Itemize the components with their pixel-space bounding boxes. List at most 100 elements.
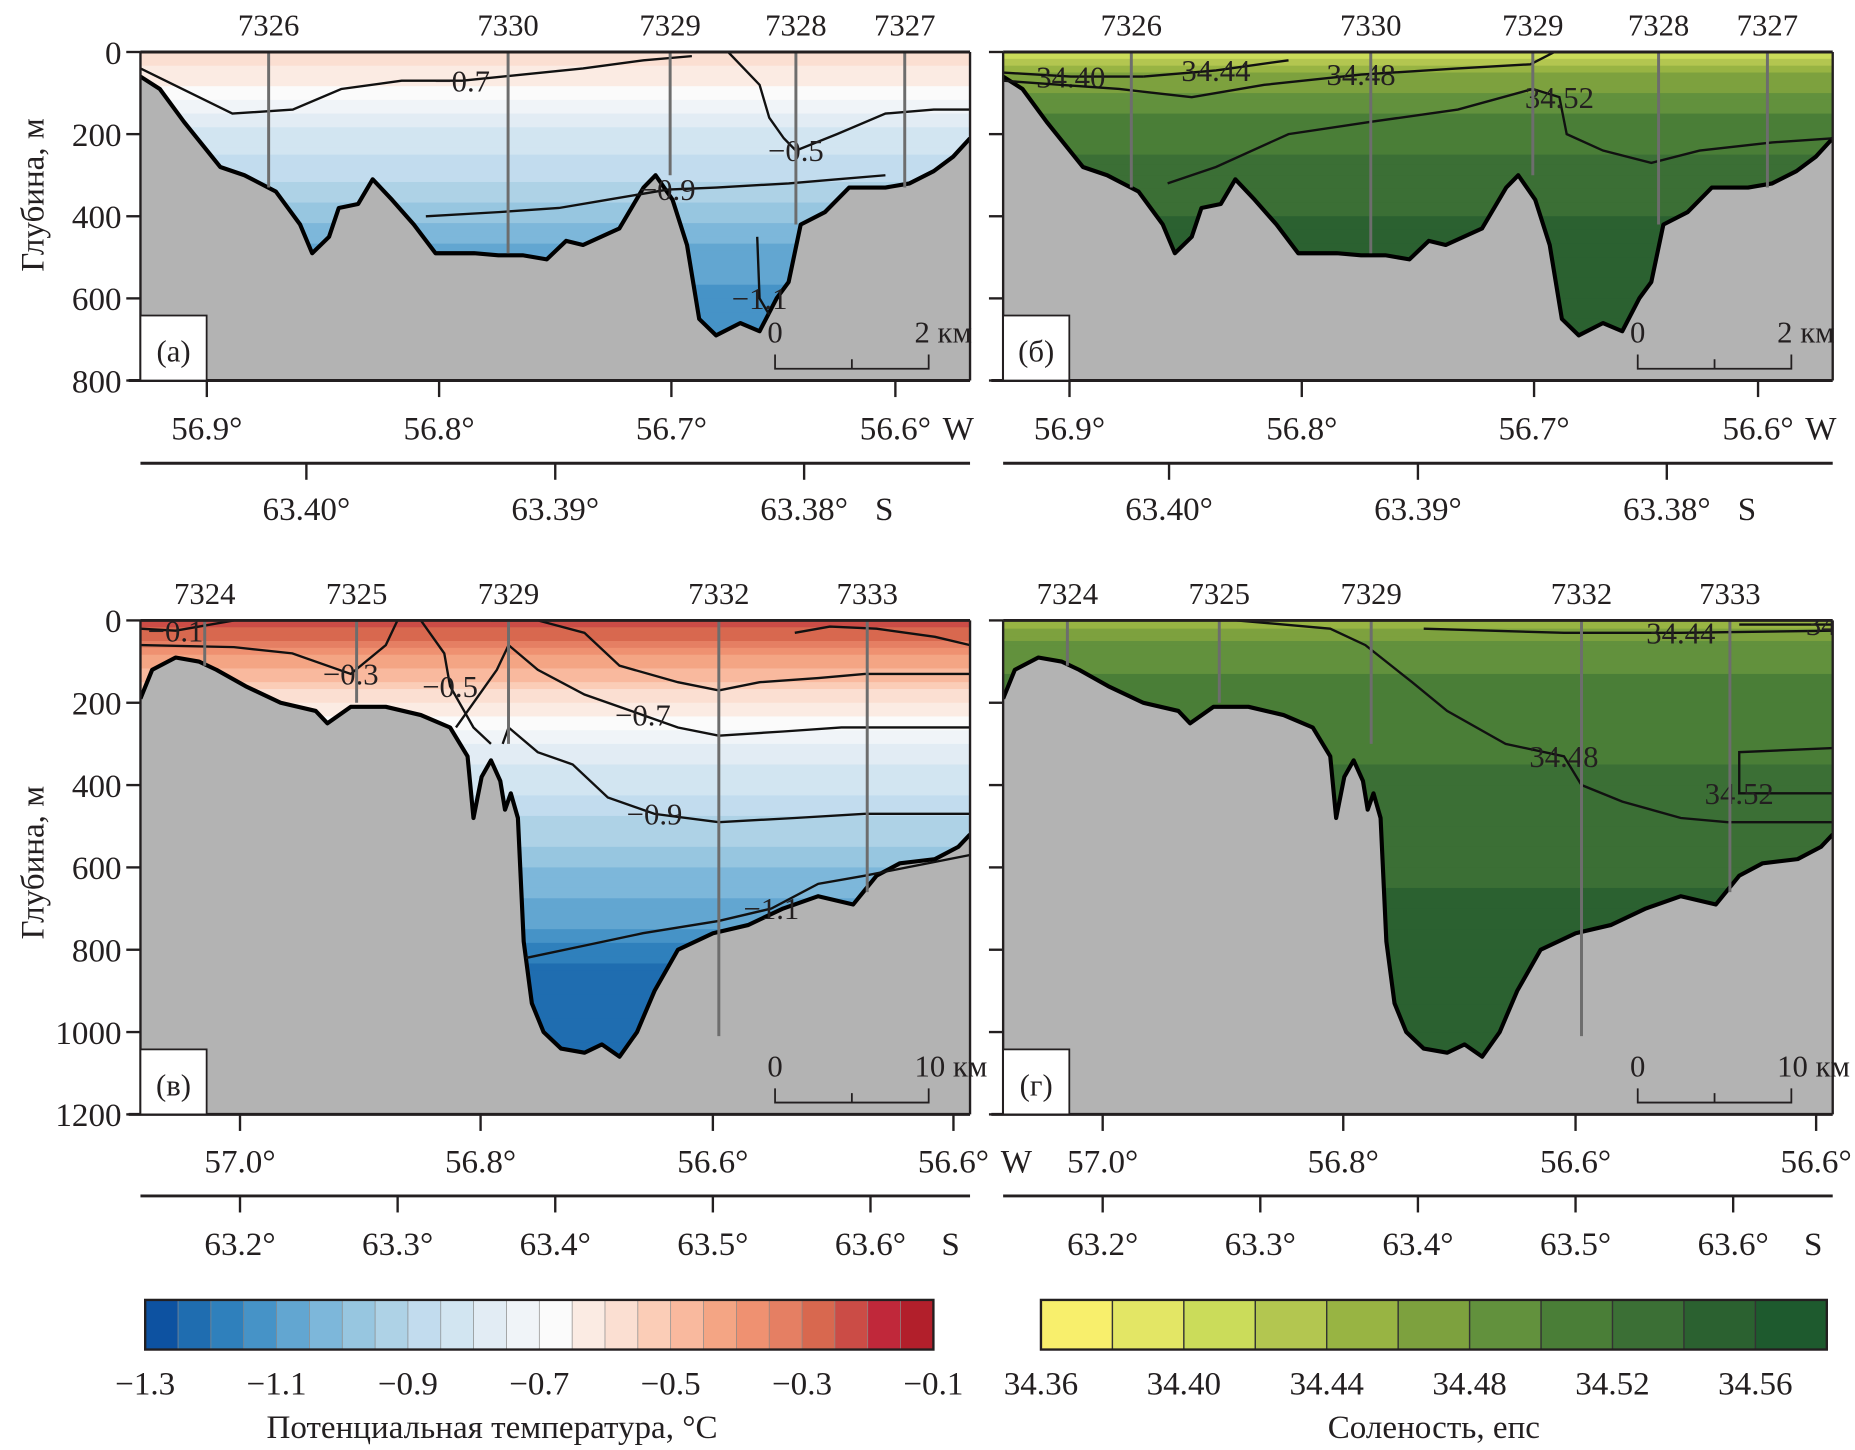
- colorbar-temperature: −1.3 −1.1 −0.9 −0.7 −0.5 −0.3 −0.1 Потенциальна…: [115, 1298, 963, 1446]
- station-label: 7328: [765, 8, 826, 42]
- colorbar-swatch: [538, 1299, 573, 1350]
- colorbar-tick-label: −0.3: [772, 1366, 832, 1402]
- field-band: [1003, 79, 1833, 87]
- contour-line: [1236, 620, 1833, 824]
- colorbar-swatch: [374, 1299, 409, 1350]
- colorbar-tick-label: −0.1: [903, 1366, 963, 1402]
- scale-bar-start: 0: [767, 1050, 782, 1084]
- colorbar-swatch: [1183, 1299, 1257, 1351]
- field-band: [140, 898, 971, 910]
- field-band: [1003, 113, 1833, 125]
- plot-area: 34.48 34.44 34.4 34.52: [1003, 620, 1833, 1115]
- colorbar-swatch: [210, 1299, 245, 1350]
- field-band: [140, 72, 971, 80]
- colorbar-swatch: [1254, 1299, 1328, 1351]
- y-tick-label: 600: [72, 851, 122, 887]
- contour-line: [140, 54, 692, 115]
- contour-line: [501, 725, 971, 824]
- field-band: [140, 647, 971, 656]
- colorbar-tick-label: 34.36: [1004, 1366, 1078, 1402]
- lat-tick-label: 63.2°: [1067, 1227, 1138, 1263]
- panel-d: 34.48 34.44 34.4 34.52 7324 7325 7329 7332 7333 (…: [988, 577, 1852, 1263]
- lat-tick-label: 63.5°: [1540, 1227, 1611, 1263]
- y-tick-label: 1000: [55, 1016, 121, 1052]
- colorbar-swatch: [506, 1299, 541, 1350]
- y-tick-label: 800: [72, 934, 122, 970]
- y-tick-label: 600: [72, 282, 122, 318]
- colorbar-swatch: [473, 1299, 508, 1350]
- bathymetry-line: [1003, 74, 1833, 338]
- lon-tick-label: 56.6°: [677, 1144, 748, 1180]
- field-band: [140, 908, 971, 920]
- field-band: [1003, 154, 1833, 166]
- colorbar-swatch: [801, 1299, 836, 1350]
- colorbar-tick-label: 34.48: [1432, 1366, 1506, 1402]
- field-band: [140, 106, 971, 115]
- lon-tick-label: 56.7°: [636, 412, 707, 448]
- field-band: [140, 826, 971, 838]
- field-band: [140, 627, 971, 635]
- field-band: [140, 188, 971, 197]
- panel-label-box: [139, 314, 208, 382]
- contour-line: [1738, 746, 1833, 795]
- colorbar-frame: [144, 1298, 935, 1351]
- lon-tick-label: 56.6°: [1781, 1144, 1852, 1180]
- scale-bar-end: 10 км: [915, 1050, 988, 1084]
- contour-label: −0.9: [627, 798, 683, 832]
- field-band: [140, 51, 971, 60]
- colorbar-swatch: [703, 1299, 738, 1350]
- lon-tick-label: 57.0°: [204, 1144, 275, 1180]
- contour-line: [140, 620, 399, 676]
- field-band: [140, 689, 971, 697]
- y-tick-label: 200: [72, 118, 122, 154]
- lat-tick-label: 63.4°: [1382, 1227, 1453, 1263]
- lon-tick-label: 56.8°: [445, 1144, 516, 1180]
- panel-label: (а): [157, 335, 191, 369]
- field-band: [140, 929, 971, 937]
- field-band: [140, 86, 971, 94]
- contour-line: [419, 620, 492, 745]
- panel-label-box: [139, 1048, 208, 1116]
- panel-c: −0.1 −0.3 −0.5 −0.7 −0.9 −1.1 7324 7325 7329 7332…: [55, 577, 1032, 1263]
- station-label: 7330: [477, 8, 538, 42]
- lat-tick-label: 63.39°: [511, 492, 599, 528]
- colorbar-swatch: [1540, 1299, 1614, 1351]
- scale-bar-start: 0: [767, 316, 782, 350]
- field-band: [1003, 106, 1833, 115]
- lat-tick-label: 63.3°: [362, 1227, 433, 1263]
- scale-bar: [774, 354, 930, 370]
- field-band: [1003, 123, 1833, 135]
- contour-label: −0.7: [615, 699, 671, 733]
- lon-tick-label: 56.6°: [1540, 1144, 1611, 1180]
- contour-label: −1.1: [744, 892, 800, 926]
- field-band: [140, 857, 971, 868]
- lat-tick-label: 63.38°: [1623, 492, 1711, 528]
- plot-area: −0.7−0.5−0.9−1.1: [140, 51, 971, 381]
- contour-label: −0.3: [323, 658, 379, 692]
- colorbar-swatch: [1397, 1299, 1471, 1351]
- lon-tick-label: 56.9°: [1034, 412, 1105, 448]
- lon-tick-label: 56.7°: [1499, 412, 1570, 448]
- field-band: [1003, 72, 1833, 80]
- contour-line: [1143, 59, 1289, 78]
- contour-label: 34.44: [1181, 54, 1250, 88]
- field-band: [140, 743, 971, 755]
- lat-tick-label: 63.3°: [1225, 1227, 1296, 1263]
- field-band: [140, 640, 971, 649]
- colorbar-swatch: [604, 1299, 639, 1350]
- lat-tick-label: 63.38°: [760, 492, 848, 528]
- colorbar-swatch: [341, 1299, 376, 1350]
- colorbar-swatch: [1611, 1299, 1685, 1351]
- field-band: [140, 887, 971, 899]
- contour-line: [455, 643, 971, 737]
- colorbar-swatch: [637, 1299, 672, 1350]
- contour-label: −1.1: [732, 282, 788, 316]
- colorbar-swatch: [144, 1299, 179, 1350]
- plot-area: −0.1 −0.3 −0.5 −0.7 −0.9 −1.1: [140, 620, 971, 1115]
- lat-unit: S: [1804, 1227, 1822, 1263]
- field-band: [1003, 620, 1833, 626]
- field-band: [1003, 188, 1833, 204]
- field-band: [140, 223, 971, 231]
- field-band: [1003, 93, 1833, 101]
